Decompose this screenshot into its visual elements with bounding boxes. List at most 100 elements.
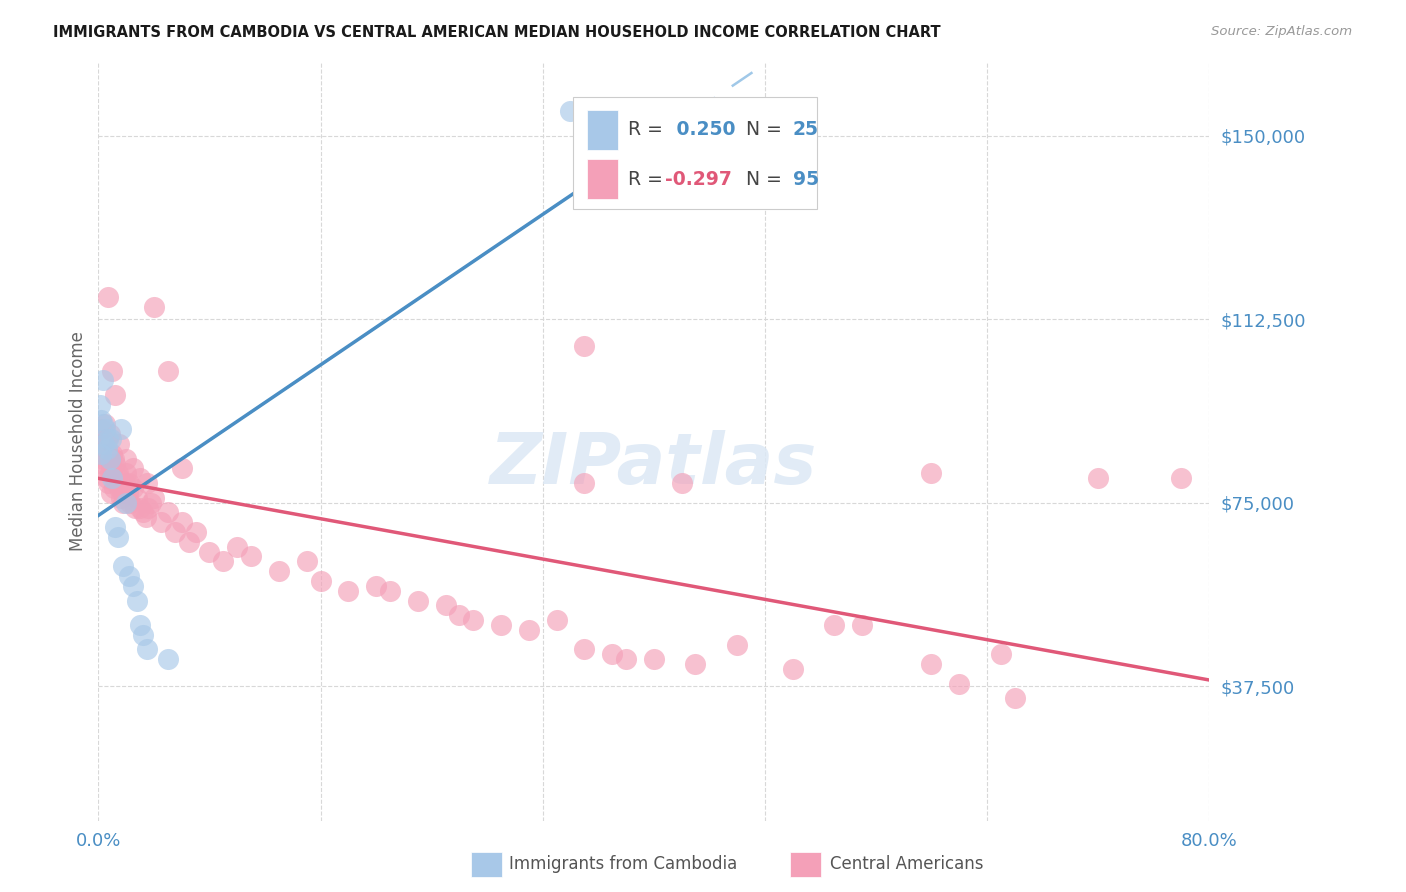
Text: IMMIGRANTS FROM CAMBODIA VS CENTRAL AMERICAN MEDIAN HOUSEHOLD INCOME CORRELATION: IMMIGRANTS FROM CAMBODIA VS CENTRAL AMER… [53, 25, 941, 40]
Point [141, 496, 163, 510]
Point [101, 447, 124, 461]
FancyBboxPatch shape [572, 96, 817, 209]
Point [267, 564, 290, 578]
Point [143, 491, 166, 505]
Point [104, 457, 127, 471]
Point [198, 544, 221, 558]
Bar [790, 852, 821, 877]
Point [135, 510, 157, 524]
Point [1087, 471, 1109, 485]
Point [96, 432, 118, 446]
Text: N =: N = [734, 120, 787, 139]
Point [406, 593, 429, 607]
Point [614, 652, 637, 666]
Point [177, 534, 200, 549]
Point [112, 486, 135, 500]
Point [823, 618, 845, 632]
Point [136, 476, 159, 491]
Point [111, 481, 134, 495]
Point [103, 481, 125, 495]
Point [90, 412, 112, 426]
Point [546, 613, 568, 627]
Point [309, 574, 332, 588]
Point [103, 451, 125, 466]
Point [110, 422, 132, 436]
Point [671, 476, 693, 491]
Point [170, 461, 193, 475]
Text: Immigrants from Cambodia: Immigrants from Cambodia [509, 855, 737, 873]
Point [920, 467, 942, 481]
Point [517, 623, 540, 637]
Point [156, 652, 179, 666]
Point [295, 554, 318, 568]
Point [948, 676, 970, 690]
Point [366, 579, 388, 593]
Point [138, 500, 160, 515]
Point [118, 569, 141, 583]
Point [560, 104, 582, 119]
Point [91, 417, 114, 432]
Point [94, 417, 117, 432]
Point [117, 486, 139, 500]
Point [115, 451, 138, 466]
Point [100, 457, 122, 471]
Point [129, 618, 152, 632]
Point [240, 549, 263, 564]
Point [101, 467, 124, 481]
Point [851, 618, 873, 632]
Point [91, 373, 114, 387]
Point [98, 427, 121, 442]
Point [97, 476, 120, 491]
Point [91, 432, 114, 446]
Point [94, 461, 117, 475]
Point [114, 476, 136, 491]
Point [96, 471, 118, 485]
Text: 95: 95 [793, 170, 818, 189]
Point [574, 339, 596, 353]
Point [93, 437, 115, 451]
Point [337, 583, 360, 598]
Point [108, 437, 131, 451]
Point [100, 432, 122, 446]
Point [107, 467, 129, 481]
Point [110, 491, 132, 505]
Point [643, 652, 665, 666]
Point [132, 506, 155, 520]
Point [156, 506, 179, 520]
Bar [588, 160, 619, 199]
Point [101, 363, 124, 377]
Point [226, 540, 249, 554]
Point [93, 457, 115, 471]
Point [115, 496, 138, 510]
Point [434, 599, 457, 613]
Point [98, 451, 121, 466]
Text: Central Americans: Central Americans [830, 855, 983, 873]
Point [112, 559, 135, 574]
Y-axis label: Median Household Income: Median Household Income [69, 332, 87, 551]
Point [101, 471, 124, 485]
Point [105, 476, 128, 491]
Point [107, 530, 129, 544]
Point [600, 648, 623, 662]
Point [990, 648, 1012, 662]
Text: R =: R = [628, 120, 669, 139]
Text: 25: 25 [793, 120, 818, 139]
Point [489, 618, 512, 632]
Point [782, 662, 804, 676]
Point [108, 471, 131, 485]
Point [98, 467, 121, 481]
Point [112, 496, 135, 510]
Point [90, 422, 112, 436]
Text: Source: ZipAtlas.com: Source: ZipAtlas.com [1212, 25, 1353, 38]
Point [89, 398, 111, 412]
Point [97, 447, 120, 461]
Text: 0.250: 0.250 [671, 120, 735, 139]
Point [97, 432, 120, 446]
Point [115, 467, 138, 481]
Point [449, 608, 471, 623]
Text: R =: R = [628, 170, 669, 189]
Point [1170, 471, 1192, 485]
Point [212, 554, 235, 568]
Point [184, 524, 207, 539]
Point [129, 500, 152, 515]
